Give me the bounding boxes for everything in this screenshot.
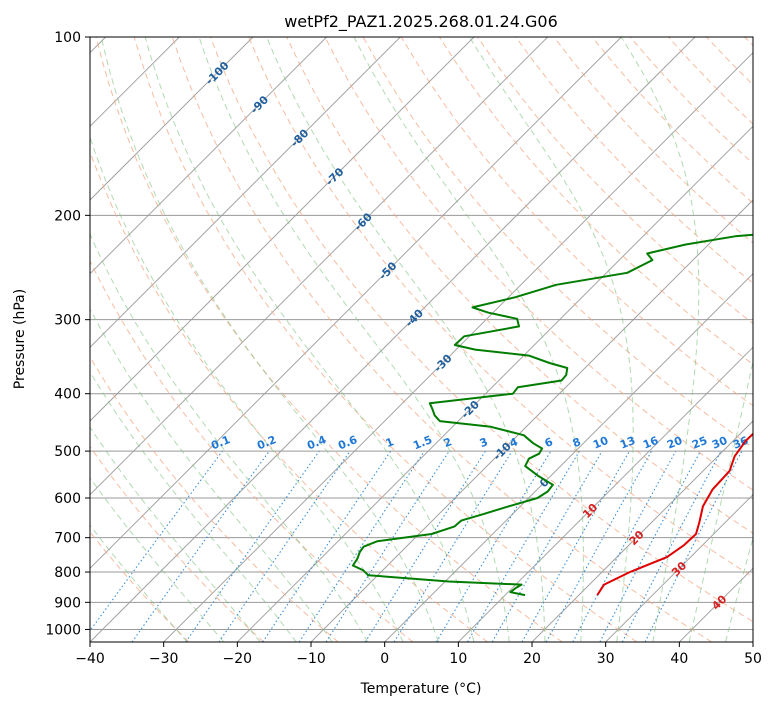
dry-adiabat [324,37,753,491]
mixing-ratio-line [185,450,320,642]
moist-adiabat [90,370,297,642]
mixing-ratio-label: 25 [690,434,709,452]
y-tick-label: 600 [54,491,81,507]
axes: −40 −30 −20 −10 0 10 20 30 40 50 100 200 300 400 500 60… [45,30,762,667]
y-tick-label: 100 [54,30,81,46]
x-tick-label: −20 [223,651,253,667]
isotherm-line [90,37,696,642]
moist-adiabat [266,37,546,642]
y-tick-label: 700 [54,531,81,547]
mixing-ratio-line [325,450,450,642]
mixing-ratio-label: 1 [384,435,396,450]
moist-adiabat [353,37,584,642]
mixing-ratio-line [521,450,630,642]
isotherm-line [90,37,622,570]
isotherm-line [90,37,549,496]
temperature-profile [596,432,753,596]
x-tick-label: 0 [380,651,389,667]
mixing-ratio-line [262,450,392,642]
y-tick-label: 1000 [45,622,81,638]
isotherm-line [90,37,254,201]
profile-lines [351,233,753,597]
mixing-ratio-label: 20 [665,434,684,452]
mixing-ratio-line [572,450,677,642]
isotherm-line [531,420,753,642]
mixing-ratio-label: 30 [710,434,729,452]
dry-adiabat [248,37,753,578]
isotherm-line [90,37,401,349]
moist-adiabat [90,135,404,642]
mixing-ratio-label: 16 [641,434,660,452]
plot-frame [89,36,754,643]
y-tick-label: 300 [54,313,81,329]
x-tick-label: 30 [597,651,615,667]
background-lines [90,37,753,642]
y-tick-label: 800 [54,565,81,581]
moist-adiabat [620,37,700,642]
mixing-ratio-label: 10 [591,434,610,452]
mixing-ratio-label: 13 [618,434,637,452]
isotherm-line [384,272,753,642]
x-tick-label: 50 [744,651,762,667]
dry-adiabat [286,37,753,534]
x-tick-label: 40 [670,651,688,667]
moist-adiabat [725,536,753,642]
moist-adiabat [90,308,333,642]
y-tick-label: 500 [54,444,81,460]
mixing-ratio-label: 8 [571,435,583,450]
mixing-ratio-line [131,450,270,642]
dry-adiabat [133,37,638,642]
moist-adiabat [688,358,753,642]
x-tick-label: −30 [149,651,179,667]
isotherm-line [457,346,753,642]
mixing-ratio-line [218,450,351,642]
moist-adiabat [198,37,510,642]
mixing-ratio-label: 3 [478,435,490,450]
mixing-ratio-line [545,450,653,642]
dewpoint-profile [351,233,753,597]
plot-area [90,37,753,642]
y-axis-label: Pressure (hPa) [12,289,28,389]
x-tick-label: −40 [75,651,105,667]
dry-adiabat [515,37,753,284]
mixing-ratio-line [90,450,223,632]
mixing-ratio-label: 2 [442,435,454,450]
dry-adiabat [210,37,753,623]
mixing-ratio-line [393,450,513,642]
isotherm-line [236,125,753,642]
chart-title: wetPf2_PAZ1.2025.268.01.24.G06 [284,12,558,32]
isotherm-line [90,37,475,422]
dry-adiabat [90,259,414,642]
dry-adiabat [90,445,264,642]
dry-adiabat [90,356,339,642]
y-tick-label: 400 [54,387,81,403]
x-tick-label: 10 [449,651,467,667]
y-tick-label: 200 [54,208,81,224]
moist-adiabat [90,476,225,642]
moist-adiabat [90,524,188,642]
mixing-ratio-label: 36 [731,434,750,452]
mixing-ratio-line [298,450,425,642]
moist-adiabat [90,426,261,642]
mixing-ratio-line [644,450,743,642]
moist-adiabat [90,232,369,642]
x-tick-label: −10 [296,651,326,667]
isotherm-line [605,493,753,642]
x-tick-label: 20 [523,651,541,667]
dry-adiabat [171,37,712,642]
moist-adiabat [144,37,475,642]
isotherm-line [163,51,753,642]
y-tick-label: 900 [54,595,81,611]
moist-adiabat [100,37,439,642]
isotherm-line [90,37,328,275]
dry-adiabat [95,37,563,642]
x-axis-label: Temperature (°C) [360,681,482,697]
